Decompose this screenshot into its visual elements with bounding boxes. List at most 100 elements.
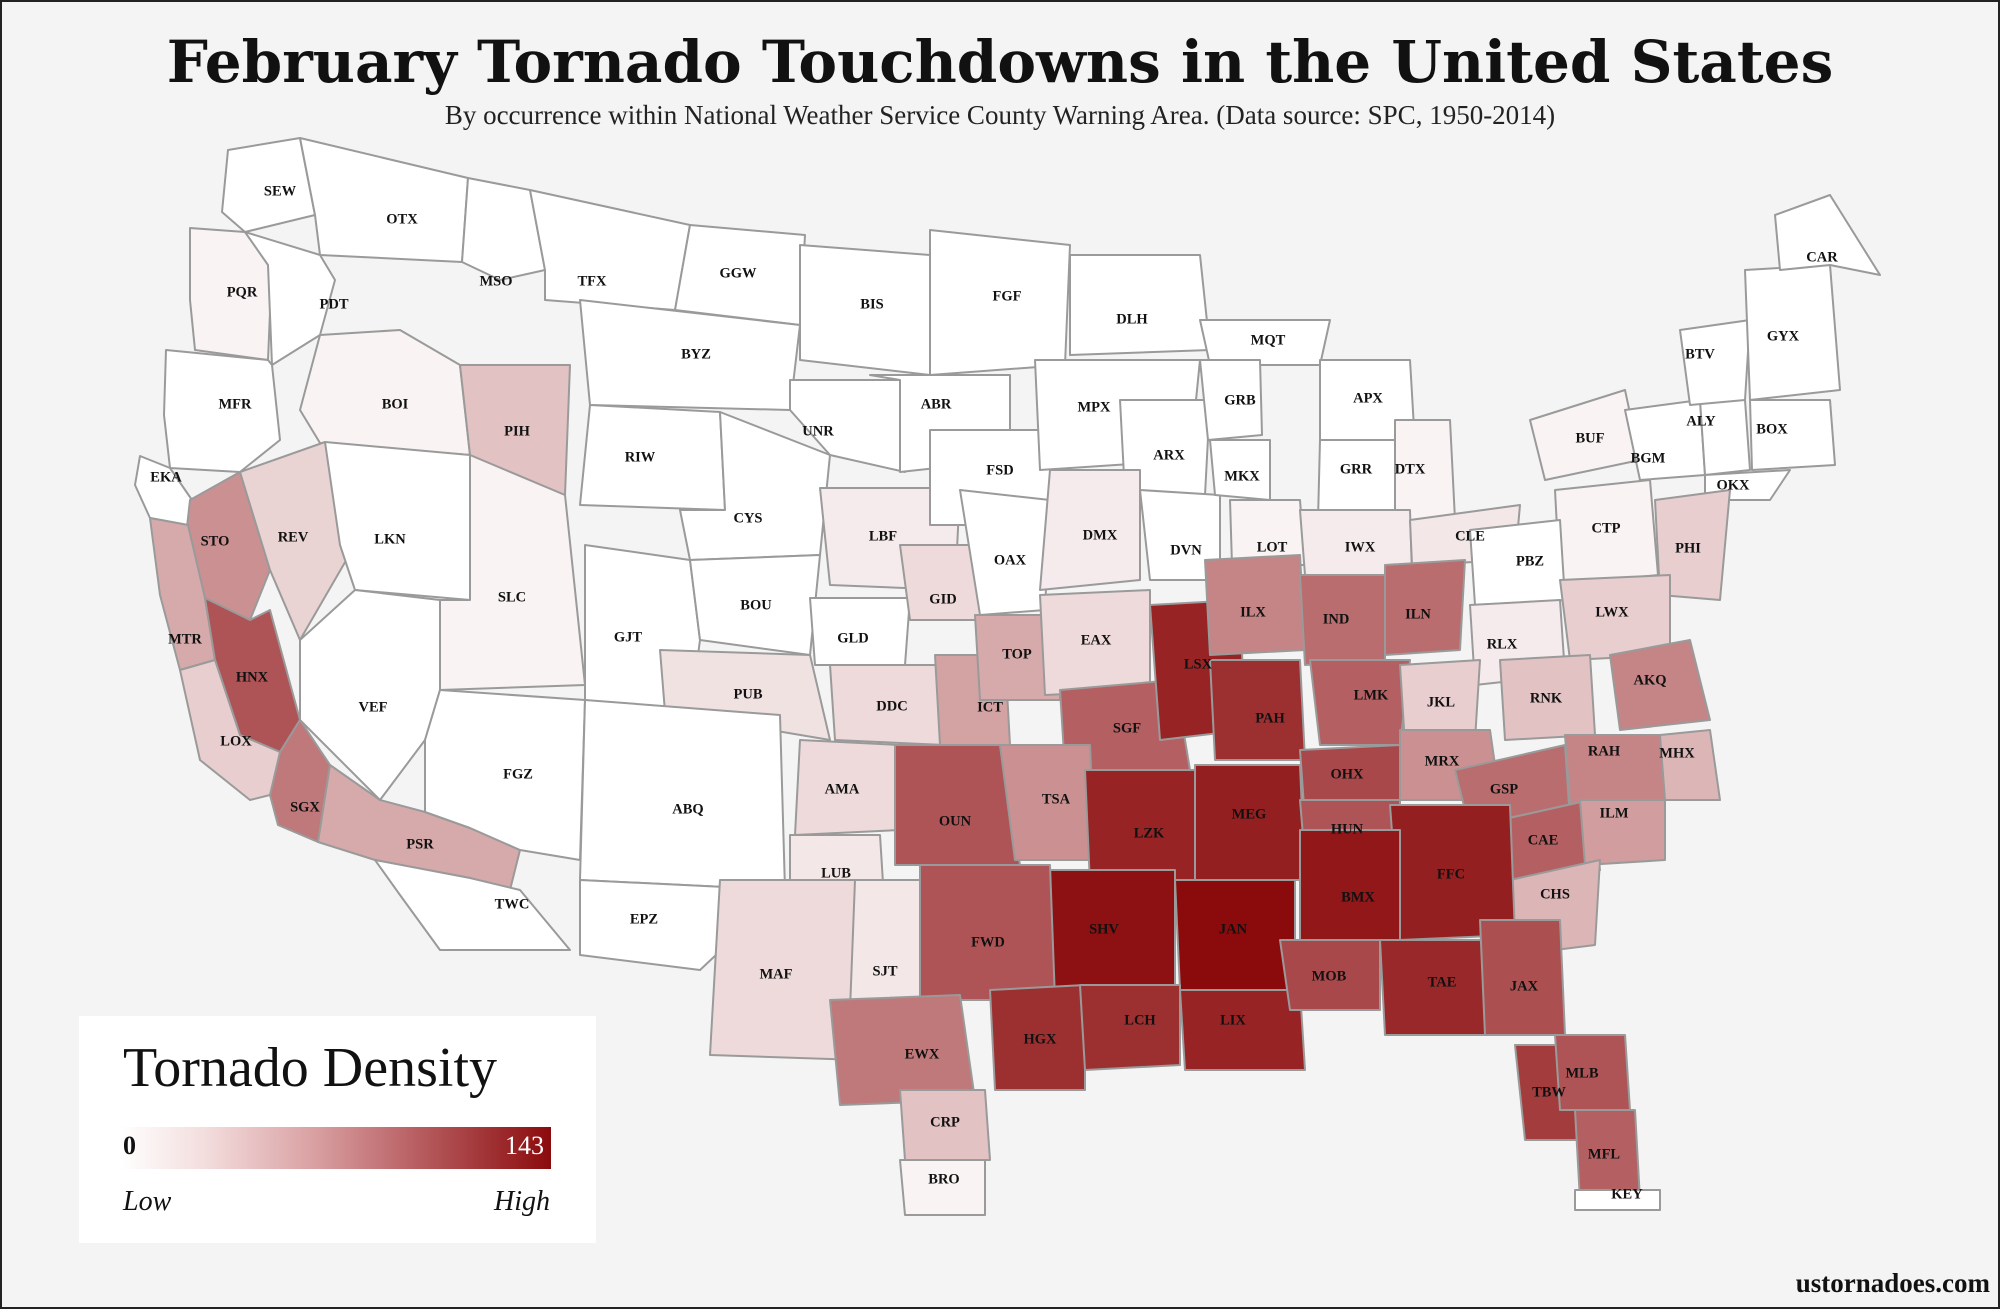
- cwa-region-fgz: [424, 689, 586, 861]
- cwa-label-meg: MEG: [1232, 806, 1267, 822]
- cwa-label-tfx: TFX: [578, 273, 608, 289]
- cwa-label-akq: AKQ: [1633, 672, 1666, 688]
- cwa-label-tae: TAE: [1428, 974, 1457, 990]
- cwa-label-slc: SLC: [498, 589, 526, 605]
- cwa-label-mob: MOB: [1312, 968, 1347, 984]
- cwa-region-tfx: [529, 189, 691, 311]
- cwa-label-pah: PAH: [1255, 710, 1285, 726]
- legend-high-label: High: [494, 1186, 550, 1217]
- cwa-label-riw: RIW: [625, 449, 656, 465]
- cwa-region-grb: [1199, 359, 1263, 441]
- cwa-region-car: [1774, 194, 1881, 276]
- cwa-label-rnk: RNK: [1530, 690, 1563, 706]
- cwa-label-rev: REV: [278, 529, 309, 545]
- cwa-label-pdt: PDT: [320, 296, 349, 312]
- cwa-region-box: [1749, 399, 1836, 471]
- cwa-label-lsx: LSX: [1184, 656, 1213, 672]
- cwa-label-pqr: PQR: [227, 284, 258, 300]
- cwa-label-iln: ILN: [1405, 606, 1431, 622]
- cwa-label-bis: BIS: [860, 296, 883, 312]
- cwa-region-boi: [299, 329, 471, 456]
- cwa-label-sew: SEW: [264, 183, 297, 199]
- cwa-label-abr: ABR: [921, 396, 952, 412]
- cwa-label-mso: MSO: [479, 273, 512, 289]
- cwa-label-lmk: LMK: [1354, 687, 1389, 703]
- cwa-region-bmx: [1299, 829, 1401, 941]
- cwa-region-sew: [221, 137, 316, 233]
- cwa-region-key: [1574, 1189, 1661, 1211]
- cwa-label-cae: CAE: [1528, 832, 1559, 848]
- cwa-label-lzk: LZK: [1134, 825, 1165, 841]
- cwa-label-lkn: LKN: [374, 531, 406, 547]
- cwa-label-top: TOP: [1002, 646, 1032, 662]
- cwa-label-arx: ARX: [1153, 447, 1185, 463]
- cwa-label-iwx: IWX: [1345, 539, 1376, 555]
- cwa-label-ict: ICT: [977, 699, 1003, 715]
- cwa-label-apx: APX: [1353, 390, 1383, 406]
- cwa-label-rlx: RLX: [1487, 636, 1518, 652]
- cwa-label-lbf: LBF: [869, 528, 897, 544]
- cwa-region-otx: [299, 137, 469, 263]
- cwa-label-abq: ABQ: [672, 801, 703, 817]
- cwa-label-bmx: BMX: [1341, 889, 1375, 905]
- legend-color-bar: [121, 1127, 551, 1169]
- cwa-region-rev: [239, 441, 356, 641]
- legend-max-value: 143: [505, 1131, 544, 1160]
- cwa-label-pbz: PBZ: [1516, 553, 1544, 569]
- cwa-label-sgx: SGX: [290, 799, 320, 815]
- cwa-label-ddc: DDC: [876, 698, 907, 714]
- cwa-label-mlb: MLB: [1565, 1065, 1598, 1081]
- cwa-label-eax: EAX: [1081, 632, 1112, 648]
- cwa-region-lkn: [324, 441, 471, 601]
- cwa-label-bou: BOU: [740, 597, 772, 613]
- cwa-region-lix: [1179, 989, 1306, 1071]
- cwa-label-gsp: GSP: [1490, 781, 1518, 797]
- cwa-label-car: CAR: [1806, 249, 1838, 265]
- cwa-label-buf: BUF: [1576, 430, 1605, 446]
- cwa-label-maf: MAF: [759, 966, 792, 982]
- cwa-region-iln: [1384, 559, 1466, 656]
- cwa-region-psr: [317, 764, 521, 891]
- cwa-label-byz: BYZ: [681, 346, 711, 362]
- cwa-region-hgx: [989, 984, 1086, 1091]
- cwa-label-boi: BOI: [382, 396, 409, 412]
- cwa-region-bgm: [1624, 399, 1706, 481]
- cwa-label-lwx: LWX: [1595, 604, 1629, 620]
- cwa-label-bro: BRO: [928, 1171, 959, 1187]
- cwa-region-ewx: [829, 994, 976, 1106]
- cwa-label-lch: LCH: [1124, 1012, 1156, 1028]
- cwa-label-oun: OUN: [939, 813, 972, 829]
- cwa-label-crp: CRP: [930, 1114, 960, 1130]
- cwa-region-mob: [1279, 939, 1381, 1011]
- cwa-label-hnx: HNX: [236, 669, 269, 685]
- cwa-label-mhx: MHX: [1659, 745, 1695, 761]
- cwa-label-grb: GRB: [1224, 392, 1256, 408]
- cwa-label-ewx: EWX: [905, 1046, 940, 1062]
- cwa-region-oun: [894, 744, 1021, 866]
- cwa-label-box: BOX: [1756, 421, 1788, 437]
- cwa-label-mrx: MRX: [1425, 753, 1460, 769]
- cwa-region-bro: [899, 1159, 986, 1216]
- cwa-label-pih: PIH: [504, 423, 531, 439]
- cwa-label-phi: PHI: [1675, 540, 1701, 556]
- cwa-label-ctp: CTP: [1592, 520, 1621, 536]
- cwa-label-ilm: ILM: [1600, 805, 1629, 821]
- cwa-label-tsa: TSA: [1042, 791, 1071, 807]
- cwa-region-akq: [1609, 639, 1711, 731]
- legend-low-label: Low: [123, 1186, 172, 1217]
- cwa-label-hun: HUN: [1331, 821, 1364, 837]
- cwa-region-crp: [899, 1089, 991, 1161]
- cwa-label-fgz: FGZ: [503, 766, 533, 782]
- cwa-region-dlh: [1069, 254, 1211, 356]
- legend-min-value: 0: [123, 1131, 136, 1160]
- cwa-label-btv: BTV: [1685, 346, 1715, 362]
- cwa-region-mhx: [1659, 729, 1721, 801]
- cwa-region-fwd: [919, 864, 1056, 1001]
- cwa-label-otx: OTX: [386, 211, 418, 227]
- cwa-label-dlh: DLH: [1116, 311, 1148, 327]
- cwa-label-fsd: FSD: [986, 462, 1013, 478]
- cwa-label-cys: CYS: [733, 510, 762, 526]
- cwa-region-twc: [374, 859, 571, 951]
- legend: Tornado Density 0 143 Low High: [79, 1016, 596, 1243]
